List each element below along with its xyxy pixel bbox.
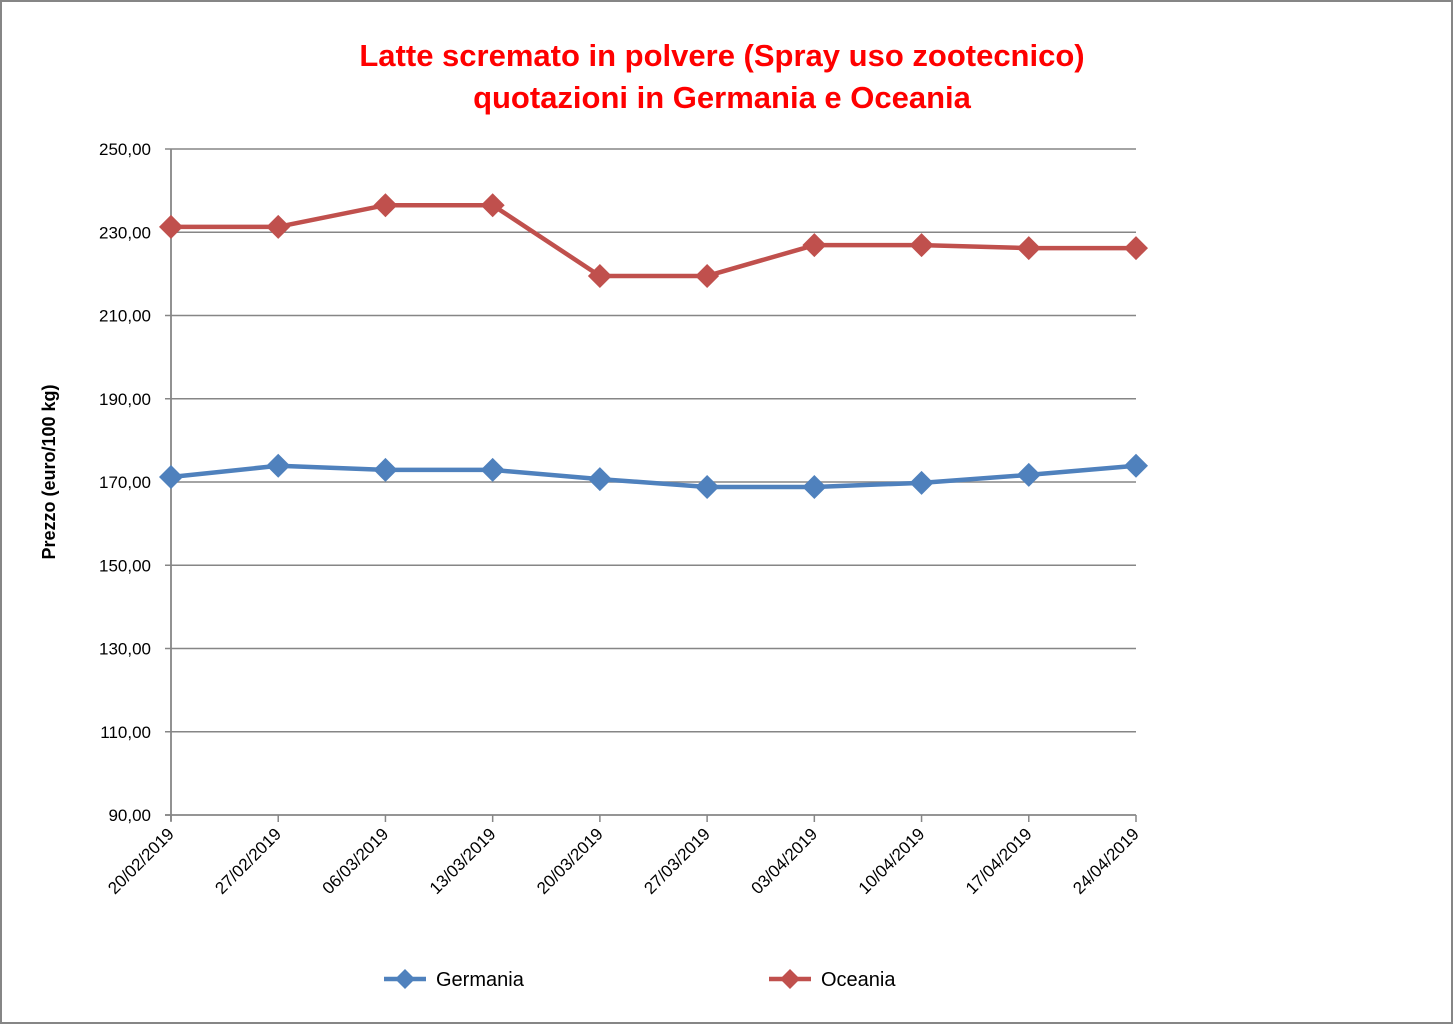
data-point-germania [909,470,934,495]
y-tick-label: 90,00 [108,806,151,825]
x-tick-label: 10/04/2019 [855,824,929,898]
data-point-germania [266,453,291,478]
legend-marker-diamond-icon [395,969,415,989]
chart-title-line-1: Latte scremato in polvere (Spray uso zoo… [359,38,1084,73]
data-point-germania [373,457,398,482]
chart-title-line-2: quotazioni in Germania e Oceania [473,80,972,115]
data-point-oceania [266,214,291,239]
y-tick-labels: 90,00 110,00 130,00 150,00 170,00 190,00 210,0… [99,140,151,825]
data-point-oceania [159,214,183,239]
legend-label: Oceania [821,969,896,991]
x-tick-label: 13/03/2019 [426,824,500,898]
chart-title: Latte scremato in polvere (Spray uso zoo… [359,38,1084,115]
data-point-oceania [1016,236,1041,261]
series-oceania [159,193,1148,288]
data-point-oceania [587,263,612,288]
data-point-oceania [373,193,398,218]
x-tick-label: 27/03/2019 [640,824,714,898]
data-point-oceania [695,263,720,288]
x-tick-label: 06/03/2019 [319,824,393,898]
y-tick-label: 150,00 [99,556,151,575]
x-tick-labels: 20/02/2019 27/02/2019 06/03/2019 13/03/2019… [104,824,1143,898]
series-line-germania [170,463,1137,490]
y-tick-label: 170,00 [99,473,151,492]
y-tick-label: 110,00 [100,723,151,742]
legend: Germania Oceania [384,969,896,991]
data-point-germania [802,474,827,499]
x-tick-label: 03/04/2019 [748,824,822,898]
x-tick-label: 24/04/2019 [1069,824,1143,898]
series-germania [159,453,1148,499]
data-point-germania [1016,462,1041,487]
legend-marker-diamond-icon [780,969,800,989]
y-tick-label: 190,00 [99,390,151,409]
x-tick-label: 17/04/2019 [962,824,1036,898]
series [159,193,1148,499]
y-tick-label: 210,00 [99,307,151,326]
axes [165,148,1137,822]
data-point-germania [695,474,720,499]
y-axis-title: Prezzo (euro/100 kg) [39,384,59,559]
data-point-oceania [480,193,505,218]
gridlines [171,148,1136,733]
y-tick-label: 130,00 [99,640,151,659]
legend-label: Germania [436,969,525,991]
legend-item-oceania: Oceania [769,969,896,991]
legend-item-germania: Germania [384,969,525,991]
x-tick-label: 20/03/2019 [533,824,607,898]
data-point-germania [480,457,505,482]
data-point-oceania [909,233,934,258]
x-tick-label: 27/02/2019 [211,824,285,898]
data-point-oceania [1124,236,1148,261]
data-point-germania [587,467,612,492]
data-point-germania [1124,453,1148,478]
data-point-germania [159,465,183,490]
data-point-oceania [802,233,827,258]
y-tick-label: 250,00 [99,140,151,159]
x-tick-label: 20/02/2019 [104,824,178,898]
series-line-oceania [171,202,1136,279]
y-tick-label: 230,00 [99,223,151,242]
